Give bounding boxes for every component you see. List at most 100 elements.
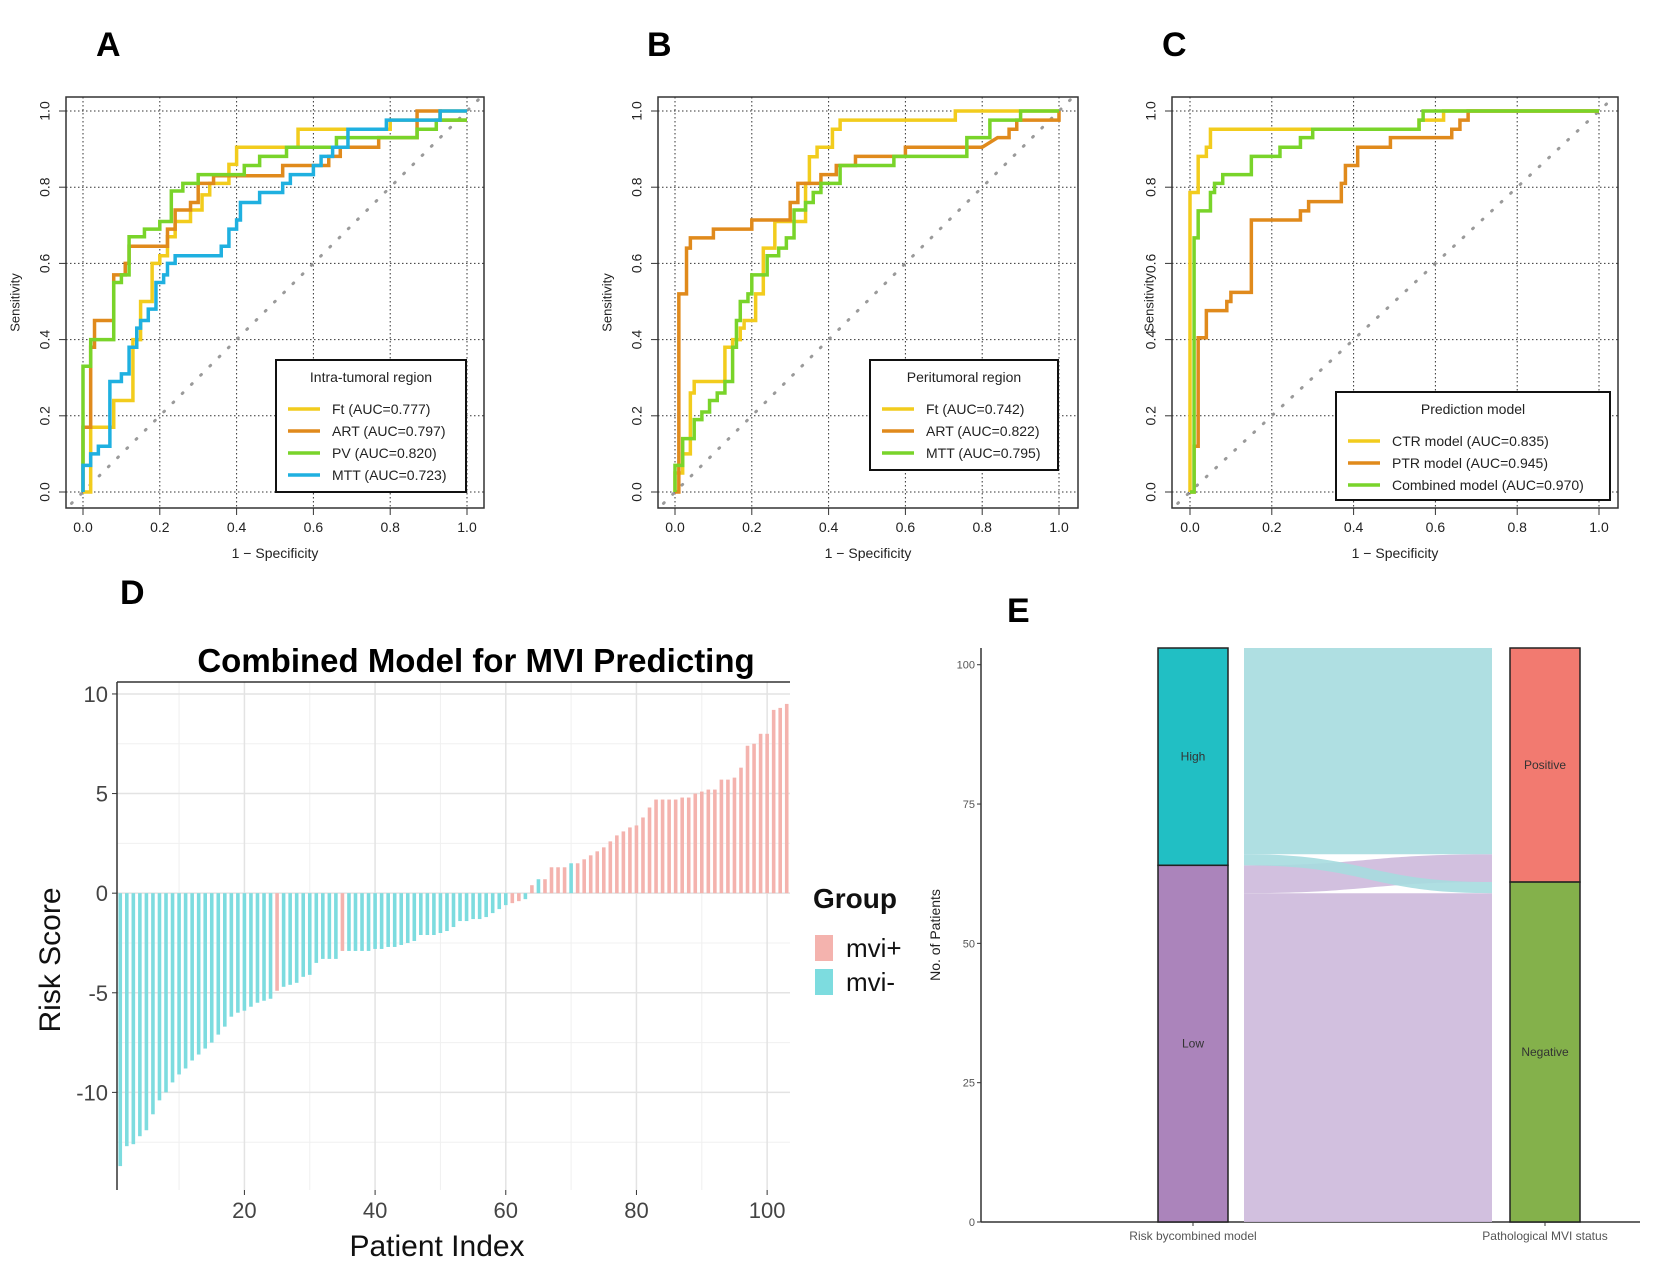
x-tick-label: 0.2 [1262,519,1282,535]
risk-bar [203,893,208,1049]
y-axis-label: Sensitivity [7,273,22,332]
legend-entry: PV (AUC=0.820) [332,445,437,461]
risk-bar [307,893,312,975]
y-tick-label: 0.0 [1143,482,1159,502]
risk-bar [196,893,201,1055]
y-tick-label: 0.2 [37,406,53,426]
risk-bar [732,777,737,894]
legend-entry: mvi+ [846,933,902,963]
risk-bar [288,893,292,985]
x-tick-label: 100 [749,1198,786,1223]
legend-entry: Ft (AUC=0.777) [332,401,430,417]
risk-bar [425,893,430,936]
risk-bar [739,767,743,894]
x-axis-label: 1 − Specificity [1352,545,1439,561]
risk-bar [314,893,319,963]
x-tick-label: 60 [494,1198,518,1223]
stratum-high [1157,647,1229,867]
risk-bar [562,867,567,894]
roc-curve-1 [1190,109,1599,494]
stratum-negative [1509,881,1581,1223]
risk-bar [523,893,528,900]
y-axis-label: Sensitivity [599,273,614,332]
roc-chart-a: 0.0 0.2 0.4 0.6 0.8 1.0 0.0 0.2 0.4 0.6 0.8 1.0 1 − … [7,96,485,561]
legend-entry: Ft (AUC=0.742) [926,401,1024,417]
risk-bar [451,893,456,928]
legend-box [1335,391,1611,501]
risk-bar [628,827,632,894]
panel-label-a: A [96,26,121,64]
x-tick-label: 0.0 [73,519,93,535]
x-tick-label: 0.8 [1507,519,1527,535]
legend-entry: ART (AUC=0.797) [332,423,445,439]
risk-bar [366,893,371,951]
risk-bar [340,893,345,951]
y-tick-label: 1.0 [37,101,53,121]
risk-bar [660,799,665,894]
risk-bar [419,893,423,936]
x-tick-label: 0.6 [896,519,916,535]
risk-bar [497,893,502,910]
y-tick-label: 0.4 [1143,330,1159,350]
risk-bar [745,745,750,894]
risk-bar [575,863,580,894]
y-axis-label: Sensitivity [1141,273,1156,332]
plot-frame [657,96,1079,509]
risk-bar [477,893,482,920]
risk-bar [713,789,717,894]
y-tick-label: 75 [963,799,975,811]
risk-bar [673,799,678,894]
risk-bar [268,893,273,999]
risk-bar [321,893,325,959]
risk-bar [719,779,724,894]
risk-bar [517,893,521,902]
x-tick-label: 0.8 [972,519,992,535]
flow-high-to-negative [1244,854,1492,894]
risk-bar [582,859,586,894]
stratum-label: Negative [1521,1045,1569,1059]
risk-bar [399,893,404,945]
y-tick-label: 0.4 [629,330,645,350]
roc-curve-1 [81,109,467,492]
risk-bar [654,799,658,894]
risk-bar [706,789,711,894]
legend-entry: MTT (AUC=0.795) [926,445,1041,461]
y-tick-label: 0 [96,881,108,906]
risk-bar [275,893,279,991]
x-tick-label: 0.4 [1344,519,1364,535]
x-tick-label: 0.4 [227,519,247,535]
risk-bar [693,793,698,894]
risk-bar [151,893,155,1115]
risk-bar [778,707,782,894]
y-tick-label: 0.0 [629,482,645,502]
stratum-label: Positive [1524,758,1566,772]
legend-entry: mvi- [846,967,895,997]
reference-diagonal [69,98,481,505]
roc-curve-0 [673,109,1059,492]
risk-bar [236,893,240,1013]
legend-box [275,359,467,493]
risk-bar [784,703,789,894]
risk-bar [549,867,554,894]
panel-label-c: C [1162,26,1187,64]
risk-bar [615,835,619,894]
risk-bar [634,825,639,894]
panel-label-b: B [647,26,672,64]
risk-bar [118,893,123,1167]
risk-bar [131,893,136,1145]
y-tick-label: -10 [76,1080,108,1105]
risk-bar [464,893,469,922]
risk-bar [373,893,377,949]
x-axis-label: 1 − Specificity [232,545,319,561]
stratum-positive [1509,647,1581,883]
y-tick-label: 0.8 [37,177,53,197]
panel-label-e: E [1007,592,1030,630]
roc-chart-b: 0.0 0.2 0.4 0.6 0.8 1.0 0.0 0.2 0.4 0.6 0.8 1.0 1 − … [599,96,1079,561]
risk-bar [556,867,560,894]
alluvial-chart: 0 25 50 75 100 No. of Patients High Low Positive… [927,647,1640,1243]
risk-bar [667,799,671,894]
legend-entry: Combined model (AUC=0.970) [1392,477,1584,493]
risk-bar [647,807,652,894]
risk-bar [138,893,142,1137]
y-tick-label: 100 [957,660,975,672]
